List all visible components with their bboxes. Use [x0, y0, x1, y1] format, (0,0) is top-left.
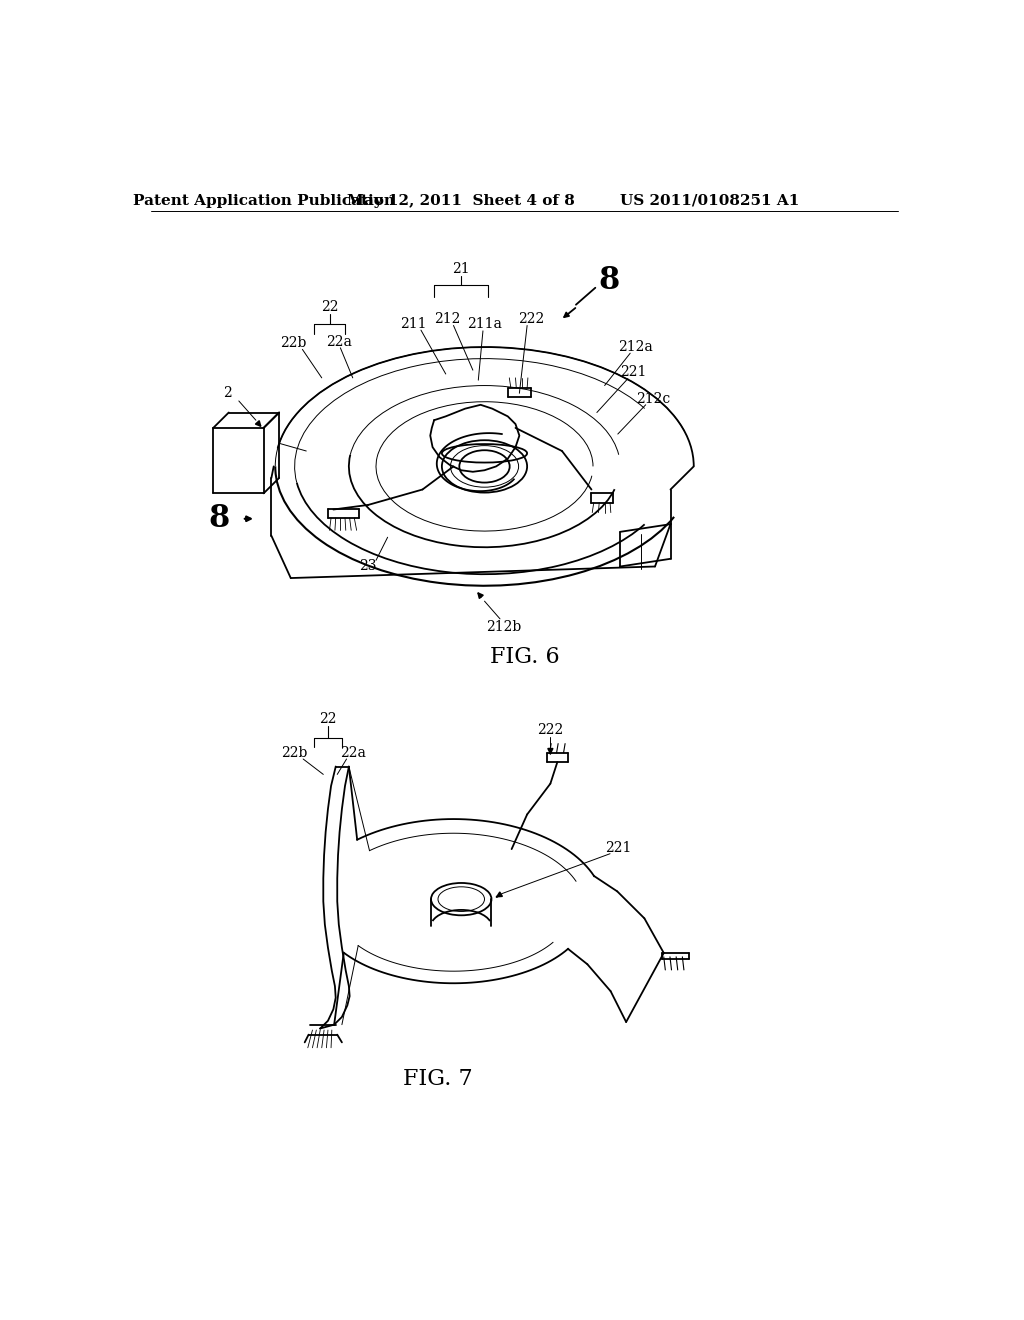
Text: 2: 2	[223, 387, 231, 400]
Text: 222: 222	[518, 312, 544, 326]
Text: 221: 221	[604, 841, 631, 854]
Text: FIG. 6: FIG. 6	[490, 647, 559, 668]
Text: 22b: 22b	[282, 746, 308, 760]
Text: FIG. 7: FIG. 7	[403, 1068, 473, 1089]
Text: 211: 211	[400, 317, 426, 331]
Text: 21: 21	[453, 261, 470, 276]
Text: May 12, 2011  Sheet 4 of 8: May 12, 2011 Sheet 4 of 8	[347, 194, 575, 207]
Text: 222: 222	[538, 723, 563, 737]
Text: Patent Application Publication: Patent Application Publication	[133, 194, 394, 207]
Text: 22b: 22b	[280, 337, 306, 350]
Text: 8: 8	[209, 503, 230, 535]
Text: 22: 22	[319, 711, 337, 726]
Text: 8: 8	[598, 264, 620, 296]
Text: 212c: 212c	[636, 392, 671, 405]
Text: 221: 221	[621, 366, 646, 379]
Text: 23: 23	[359, 560, 377, 573]
Text: 212a: 212a	[618, 341, 653, 354]
Text: 22: 22	[321, 300, 338, 314]
Text: US 2011/0108251 A1: US 2011/0108251 A1	[620, 194, 799, 207]
Text: 211a: 211a	[467, 317, 502, 331]
Text: 22a: 22a	[340, 746, 366, 760]
Text: 212b: 212b	[486, 619, 521, 634]
Text: 22a: 22a	[326, 335, 351, 348]
Text: 212: 212	[434, 312, 461, 326]
